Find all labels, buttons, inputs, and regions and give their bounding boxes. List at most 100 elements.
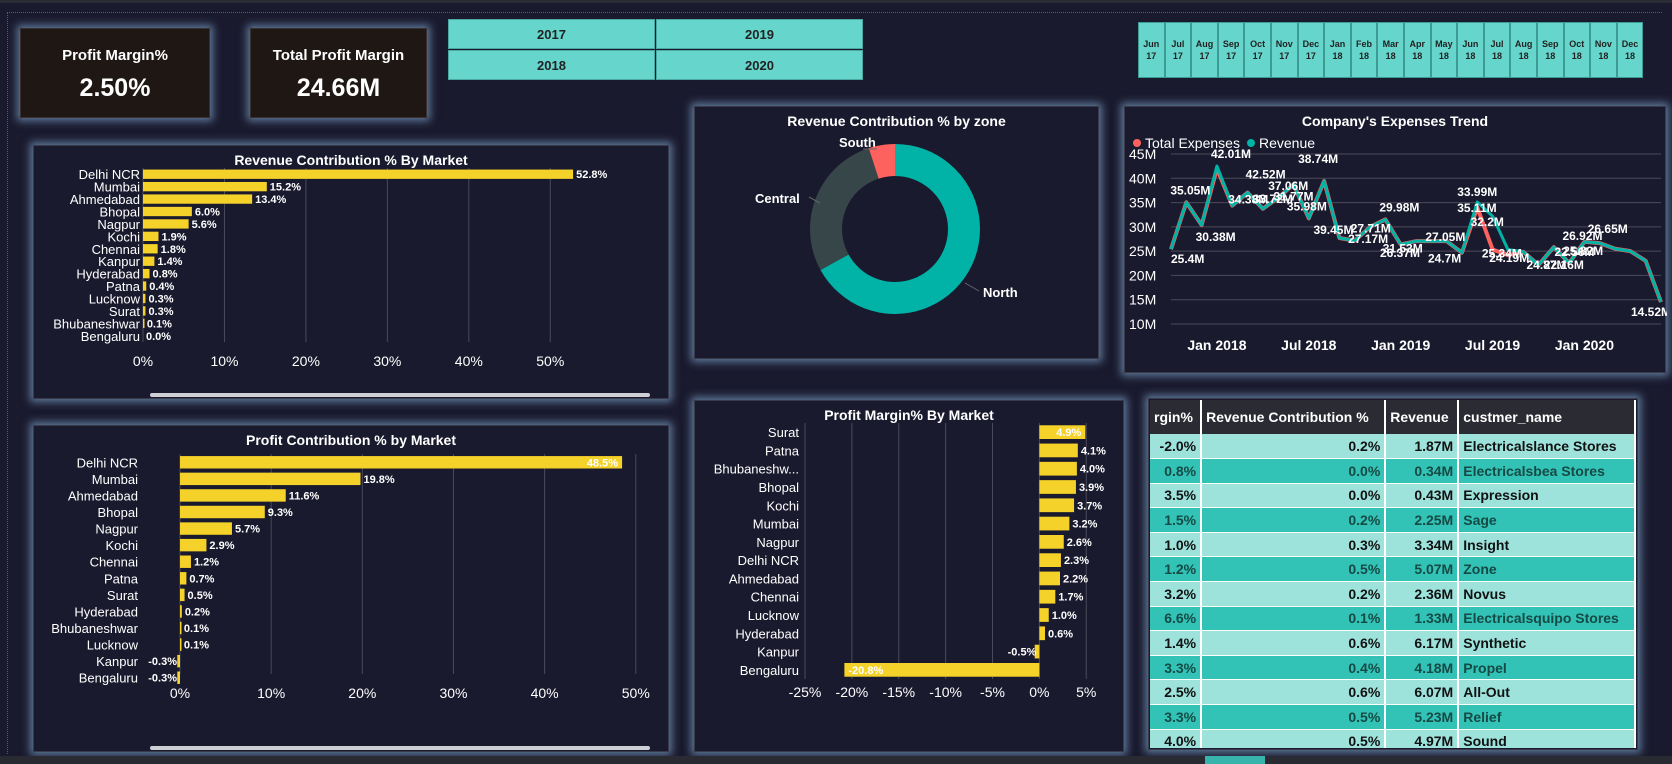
- bar[interactable]: [180, 638, 182, 651]
- table-row[interactable]: 1.5% 0.2% 2.25M Sage: [1150, 507, 1636, 533]
- active-page-tab[interactable]: [1205, 756, 1265, 764]
- table-row[interactable]: 2.5% 0.6% 6.07M All-Out: [1150, 679, 1636, 706]
- data-label: 3.7%: [1077, 500, 1102, 512]
- month-option-jun-17[interactable]: Jun 17: [1138, 22, 1165, 78]
- bar[interactable]: [1039, 535, 1064, 549]
- bar[interactable]: [180, 456, 623, 469]
- kpi-profit-margin-card[interactable]: Profit Margin% 2.50%: [20, 28, 210, 118]
- bar[interactable]: [180, 472, 361, 486]
- month-option-mar-18[interactable]: Mar 18: [1377, 22, 1404, 78]
- table-row[interactable]: 3.5% 0.0% 0.43M Expression: [1150, 483, 1636, 509]
- bar[interactable]: [1039, 626, 1045, 641]
- col-margin-header[interactable]: rgin%: [1150, 400, 1203, 434]
- bar[interactable]: [1039, 553, 1061, 567]
- kpi-total-profit-card[interactable]: Total Profit Margin 24.66M: [250, 28, 427, 118]
- profit-contribution-scrollbar[interactable]: [150, 746, 650, 750]
- donut-slice[interactable]: [820, 144, 980, 314]
- bar[interactable]: [1034, 644, 1040, 659]
- month-option-year: 18: [1492, 51, 1503, 61]
- bar[interactable]: [1039, 461, 1077, 476]
- bar[interactable]: [143, 169, 574, 179]
- bar[interactable]: [180, 555, 191, 568]
- bar[interactable]: [1039, 480, 1076, 494]
- bar[interactable]: [143, 181, 267, 192]
- bar[interactable]: [1039, 425, 1086, 439]
- year-option-2019[interactable]: 2019: [656, 19, 863, 49]
- bar[interactable]: [143, 268, 150, 279]
- month-option-nov-18[interactable]: Nov 18: [1590, 22, 1617, 78]
- bar[interactable]: [143, 194, 253, 204]
- bar[interactable]: [143, 293, 146, 304]
- col-revenue-contribution-header[interactable]: Revenue Contribution %: [1201, 400, 1387, 434]
- profit-contribution-title: Profit Contribution % by Market: [246, 432, 456, 448]
- table-row[interactable]: -2.0% 0.2% 1.87M Electricalslance Stores: [1150, 434, 1636, 460]
- month-option-feb-18[interactable]: Feb 18: [1350, 22, 1378, 78]
- series-line[interactable]: [1169, 164, 1663, 303]
- bar[interactable]: [143, 306, 146, 316]
- month-option-sep-18[interactable]: Sep 18: [1536, 22, 1564, 78]
- revenue-market-scrollbar[interactable]: [150, 393, 650, 397]
- bar[interactable]: [143, 244, 158, 254]
- month-option-may-18[interactable]: May 18: [1430, 22, 1458, 78]
- table-row[interactable]: 4.0% 0.5% 4.97M Sound: [1150, 729, 1636, 748]
- bar[interactable]: [180, 538, 207, 552]
- bar[interactable]: [1039, 498, 1075, 513]
- bar[interactable]: [1039, 516, 1070, 531]
- table-row[interactable]: 1.2% 0.5% 5.07M Zone: [1150, 556, 1636, 583]
- y-tick-label: 40M: [1129, 170, 1156, 186]
- table-row[interactable]: 1.0% 0.3% 3.34M Insight: [1150, 532, 1636, 558]
- col-revenue-header[interactable]: Revenue: [1385, 400, 1460, 434]
- bar[interactable]: [143, 318, 145, 329]
- table-row[interactable]: 1.4% 0.6% 6.17M Synthetic: [1150, 630, 1636, 656]
- bar[interactable]: [143, 219, 189, 229]
- bar[interactable]: [1039, 571, 1060, 586]
- bar[interactable]: [180, 605, 182, 618]
- bar[interactable]: [143, 206, 192, 217]
- bar[interactable]: [180, 572, 187, 585]
- data-label: 6.0%: [195, 207, 220, 219]
- year-option-2020[interactable]: 2020: [656, 50, 863, 80]
- profit-margin-chart: -25% -20% -15% -10% -5% 0% 5% Surat 4.9% Patna 4.1…: [714, 423, 1106, 700]
- table-row[interactable]: 6.6% 0.1% 1.33M Electricalsquipo Stores: [1150, 606, 1636, 632]
- bar[interactable]: [177, 671, 180, 684]
- table-row[interactable]: 3.3% 0.4% 4.18M Propel: [1150, 655, 1636, 681]
- bar[interactable]: [180, 489, 286, 502]
- bar[interactable]: [143, 256, 155, 266]
- month-option-dec-18[interactable]: Dec 18: [1616, 22, 1644, 78]
- month-option-aug-18[interactable]: Aug 18: [1510, 22, 1537, 78]
- table-row[interactable]: 3.3% 0.5% 5.23M Relief: [1150, 704, 1636, 730]
- bar[interactable]: [180, 588, 185, 602]
- month-option-jul-17[interactable]: Jul 17: [1164, 22, 1192, 78]
- month-option-oct-17[interactable]: Oct 17: [1244, 22, 1271, 78]
- table-row[interactable]: 0.8% 0.0% 0.34M Electricalsbea Stores: [1150, 458, 1636, 484]
- month-option-aug-17[interactable]: Aug 17: [1191, 22, 1218, 78]
- bar[interactable]: [1039, 589, 1056, 604]
- donut-slice[interactable]: [810, 148, 879, 270]
- bar[interactable]: [180, 505, 265, 519]
- col-customer-name-header[interactable]: custmer_name: [1458, 400, 1636, 434]
- month-option-nov-17[interactable]: Nov 17: [1270, 22, 1298, 78]
- zone-donut-title: Revenue Contribution % by zone: [787, 113, 1006, 129]
- profit-contribution-chart: 0% 10% 20% 30% 40% 50% Delhi NCR 48.5% Mumbai 19.…: [51, 454, 650, 701]
- month-option-jun-18[interactable]: Jun 18: [1457, 22, 1484, 78]
- donut-slice[interactable]: [868, 144, 895, 179]
- month-option-dec-17[interactable]: Dec 17: [1297, 22, 1325, 78]
- month-option-oct-18[interactable]: Oct 18: [1563, 22, 1591, 78]
- month-option-apr-18[interactable]: Apr 18: [1403, 22, 1431, 78]
- bar[interactable]: [1039, 443, 1078, 458]
- month-option-jul-18[interactable]: Jul 18: [1483, 22, 1511, 78]
- table-row[interactable]: 3.2% 0.2% 2.36M Novus: [1150, 581, 1636, 607]
- bar[interactable]: [180, 621, 182, 635]
- bar[interactable]: [177, 654, 180, 668]
- year-option-2017[interactable]: 2017: [448, 19, 655, 49]
- bar[interactable]: [143, 281, 147, 291]
- bar[interactable]: [180, 522, 232, 535]
- leader-line: [808, 196, 821, 204]
- month-option-sep-17[interactable]: Sep 17: [1217, 22, 1245, 78]
- year-option-2018[interactable]: 2018: [448, 50, 655, 80]
- bar[interactable]: [143, 231, 159, 242]
- point-label: 27.17M: [1348, 232, 1388, 246]
- bar[interactable]: [844, 663, 1040, 677]
- bar[interactable]: [1039, 608, 1049, 622]
- month-option-jan-18[interactable]: Jan 18: [1324, 22, 1351, 78]
